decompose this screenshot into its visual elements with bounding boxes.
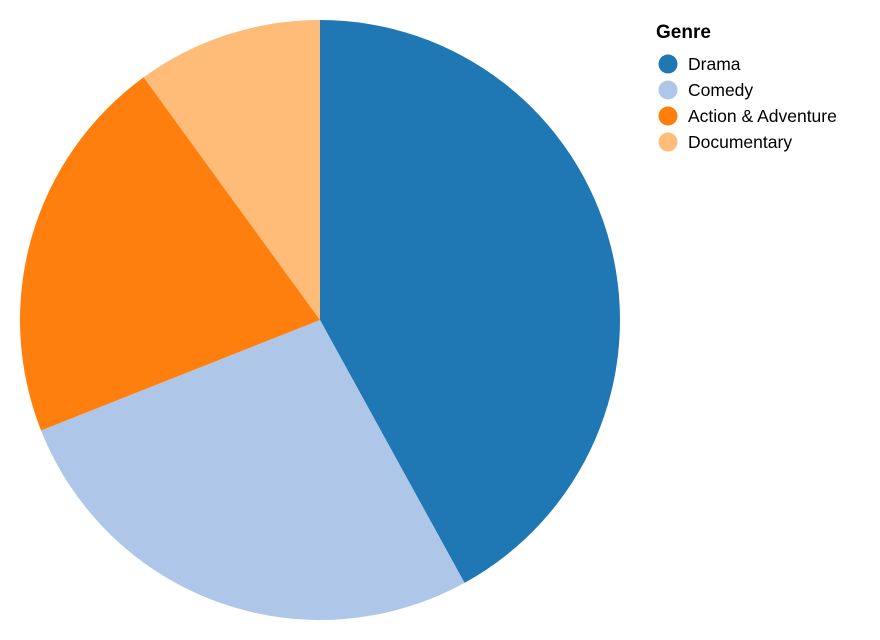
legend-item-drama: Drama [658, 54, 741, 74]
legend-swatch-action-and-adventure [658, 106, 678, 126]
legend-label-drama: Drama [688, 54, 741, 74]
legend-label-documentary: Documentary [688, 132, 792, 152]
legend-swatch-documentary [658, 132, 678, 152]
legend-swatch-drama [658, 54, 678, 74]
pie-slice-documentary [143, 20, 320, 320]
legend-label-comedy: Comedy [688, 80, 753, 100]
legend-title: Genre [656, 22, 711, 43]
pie-slices [19, 20, 621, 620]
legend-item-documentary: Documentary [658, 132, 792, 152]
legend-items: Drama Comedy Action & Adventure Documentary [658, 54, 837, 152]
pie-slice-drama [320, 20, 621, 583]
legend: Genre Drama Comedy Action & Adventure Docum… [656, 22, 837, 152]
pie-slice-action-and-adventure [19, 77, 321, 431]
legend-swatch-comedy [658, 80, 678, 100]
legend-label-action-and-adventure: Action & Adventure [688, 106, 837, 126]
pie-slice-comedy [41, 320, 465, 620]
legend-item-action-and-adventure: Action & Adventure [658, 106, 837, 126]
legend-item-comedy: Comedy [658, 80, 753, 100]
